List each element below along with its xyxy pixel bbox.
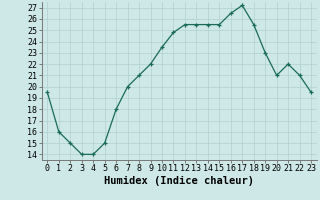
X-axis label: Humidex (Indice chaleur): Humidex (Indice chaleur) (104, 176, 254, 186)
